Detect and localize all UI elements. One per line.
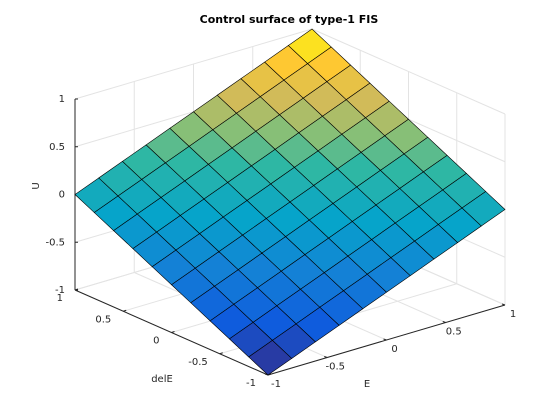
surface-patch: [248, 340, 293, 376]
x-tick: [442, 321, 446, 323]
grid-line: [74, 28, 313, 100]
y-tick-label: 0: [153, 336, 159, 347]
y-tick-label: 1: [57, 293, 63, 304]
x-tick-label: 0.5: [446, 327, 462, 338]
y-axis-label: delE: [151, 374, 173, 385]
x-tick: [383, 338, 387, 341]
y-tick: [219, 352, 223, 355]
z-axis-label: U: [31, 182, 42, 189]
chart-title: Control surface of type-1 FIS: [200, 13, 379, 26]
y-tick-label: -1: [246, 378, 256, 389]
y-tick: [171, 331, 175, 333]
y-tick-label: 0.5: [95, 314, 111, 325]
grid-line: [311, 28, 506, 115]
x-tick: [324, 356, 328, 358]
x-tick-label: 1: [510, 309, 516, 320]
x-tick-label: -1: [271, 379, 281, 390]
z-tick-label: -1: [55, 285, 65, 296]
x-tick-label: 0: [391, 344, 397, 355]
z-tick-label: -0.5: [45, 237, 65, 248]
y-tick-label: -0.5: [188, 357, 208, 368]
z-tick-label: 1: [59, 94, 65, 105]
x-tick: [501, 303, 506, 306]
z-tick-label: 0.5: [49, 142, 65, 153]
z-tick-label: 0: [59, 190, 65, 201]
y-tick: [123, 309, 127, 312]
x-axis-label: E: [364, 379, 370, 390]
x-tick-label: -0.5: [325, 362, 345, 373]
